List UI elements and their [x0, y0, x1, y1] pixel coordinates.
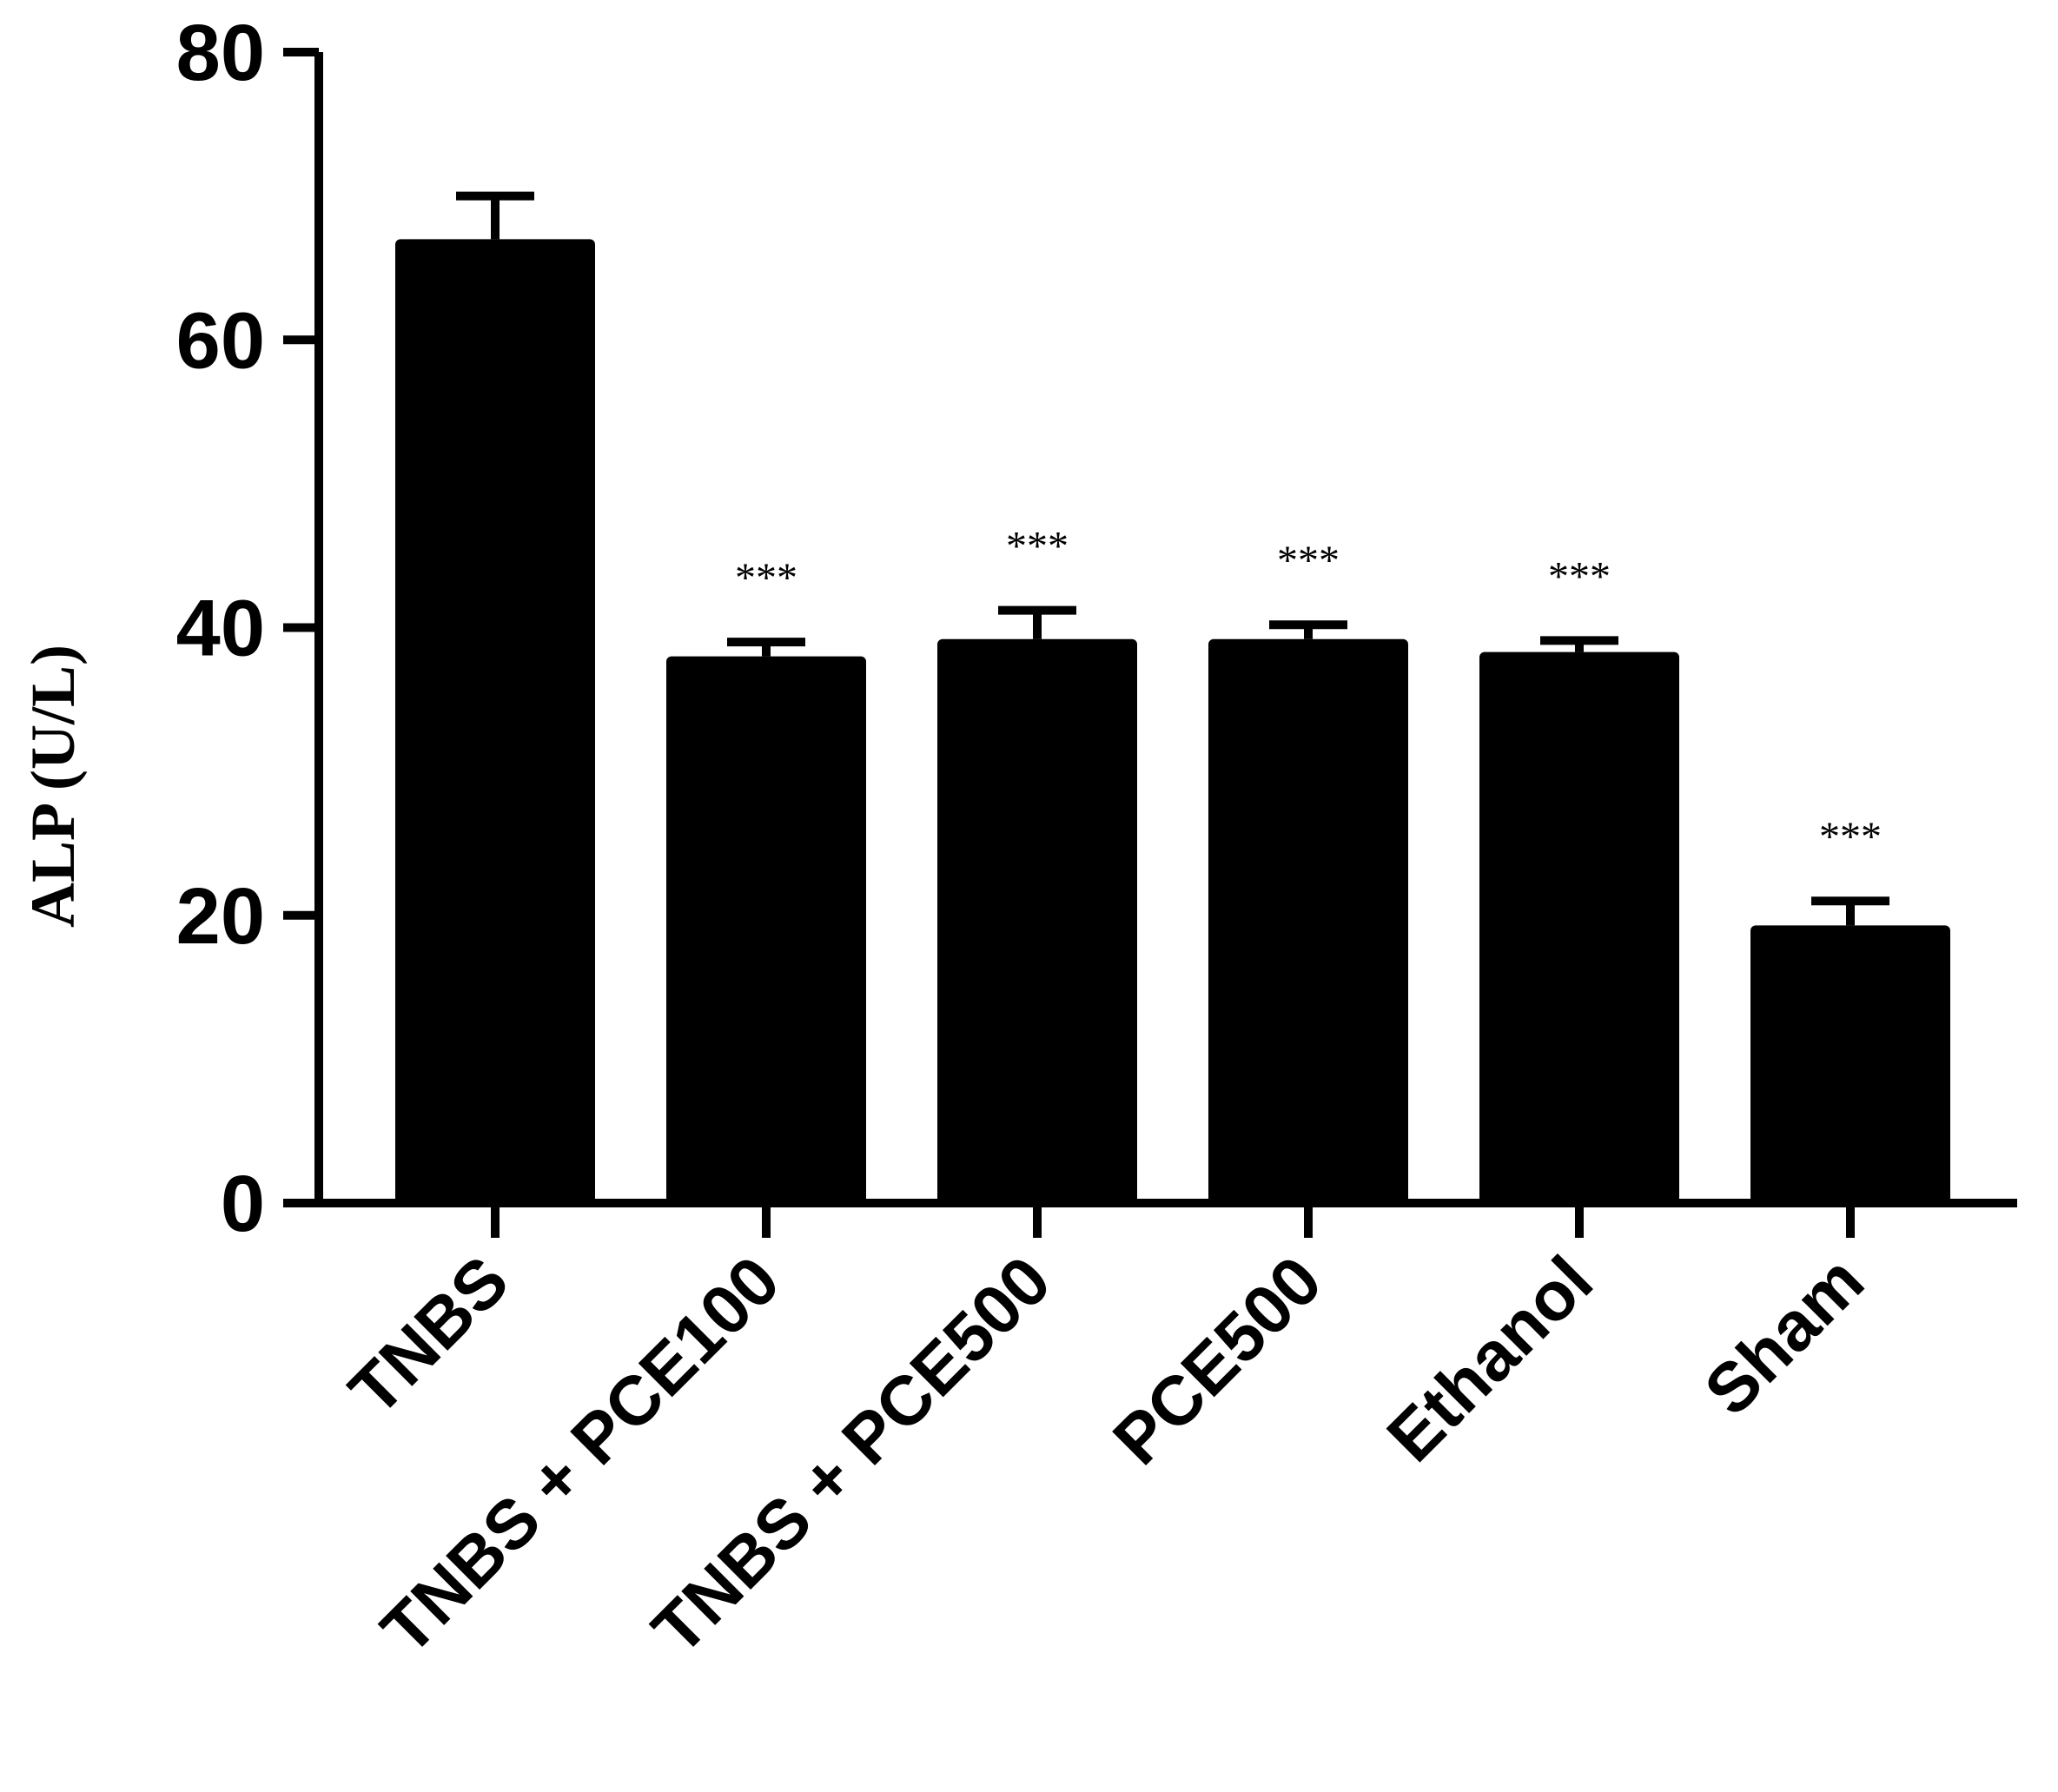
bar: [937, 638, 1137, 1203]
y-tick-label: 20: [176, 872, 265, 961]
y-tick-label: 40: [176, 585, 265, 673]
y-tick-label: 80: [176, 9, 265, 97]
significance-marker: ***: [1819, 814, 1882, 860]
bar: [1208, 638, 1408, 1203]
bar: [1750, 925, 1950, 1203]
x-category-label: Ethanol: [1373, 1241, 1607, 1476]
y-axis: 0 20 40 60 80: [176, 9, 323, 1248]
bar: [1479, 651, 1679, 1203]
y-tick-label: 60: [176, 296, 265, 385]
significance-marker: ***: [735, 555, 797, 601]
bars: *** *** *** *** ***: [395, 191, 1950, 1203]
y-ticks: 0 20 40 60 80: [176, 9, 319, 1248]
x-category-label: PCE500: [1098, 1241, 1336, 1479]
significance-marker: ***: [1277, 538, 1340, 584]
significance-marker: ***: [1548, 553, 1611, 599]
y-tick-label: 0: [221, 1160, 265, 1248]
bar: [666, 656, 866, 1203]
significance-marker: ***: [1006, 524, 1069, 570]
bar: [395, 239, 595, 1203]
x-category-label: Sham: [1690, 1241, 1878, 1430]
x-category-label: TNBS: [334, 1241, 523, 1430]
y-axis-label: ALP (U/L): [18, 645, 88, 928]
